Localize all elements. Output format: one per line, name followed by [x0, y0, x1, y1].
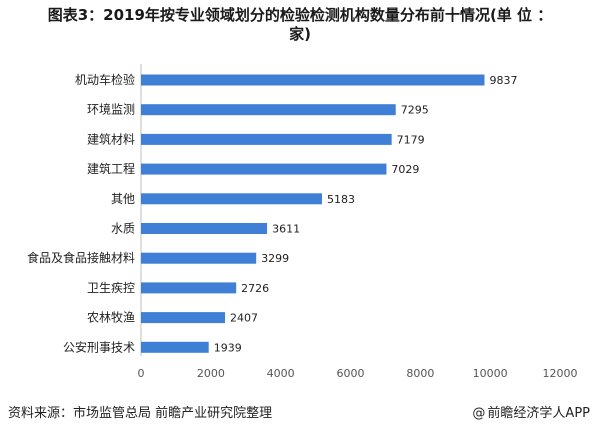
at-symbol: @	[472, 406, 486, 421]
category-label: 建筑材料	[87, 131, 135, 146]
value-label: 7029	[391, 163, 419, 176]
category-label: 机动车检验	[75, 72, 135, 87]
chart-title-line-1: 图表3：2019年按专业领域划分的检验检测机构数量分布前十情况(单 位 ：	[47, 6, 553, 24]
value-label: 1939	[214, 341, 242, 354]
category-label: 卫生疾控	[87, 280, 135, 295]
x-tick-label: 4000	[267, 367, 295, 380]
category-label: 食品及食品接触材料	[27, 250, 135, 265]
x-tick-label: 12000	[543, 367, 578, 380]
x-tick-label: 10000	[473, 367, 508, 380]
category-label: 环境监测	[87, 102, 135, 117]
value-label: 2407	[230, 312, 258, 325]
bar	[141, 252, 257, 264]
x-tick-label: 0	[138, 367, 145, 380]
footer: 资料来源：市场监管总局 前瞻产业研究院整理 @ 前瞻经济学人APP	[0, 400, 600, 422]
category-label: 农林牧渔	[87, 311, 135, 325]
category-label: 水质	[111, 222, 135, 236]
x-tick-label: 2000	[197, 367, 225, 380]
x-tick-label: 6000	[337, 367, 365, 380]
bar	[141, 133, 392, 145]
value-label: 7295	[401, 104, 429, 117]
value-label: 7179	[397, 133, 425, 146]
value-label: 2726	[241, 282, 269, 295]
bar	[141, 282, 237, 294]
value-label: 3611	[272, 223, 300, 236]
value-label: 5183	[327, 193, 355, 206]
chart-title-line-2: 家)	[289, 25, 311, 43]
x-tick-label: 8000	[406, 367, 434, 380]
brand-name: 前瞻经济学人APP	[487, 406, 590, 421]
chart-title: 图表3：2019年按专业领域划分的检验检测机构数量分布前十情况(单 位 ： 家)	[0, 6, 600, 44]
category-label: 其他	[111, 192, 135, 206]
source-note: 资料来源：市场监管总局 前瞻产业研究院整理	[8, 406, 273, 421]
brand-credit: @ 前瞻经济学人APP	[472, 402, 590, 421]
bar	[141, 104, 396, 116]
value-label: 3299	[261, 252, 289, 265]
category-label: 公安刑事技术	[63, 339, 135, 354]
bar	[141, 341, 209, 353]
bar	[141, 223, 268, 234]
bar	[141, 312, 226, 324]
bar	[141, 163, 387, 175]
bar	[141, 74, 485, 86]
bar	[141, 193, 322, 205]
value-label: 9837	[489, 74, 517, 87]
category-label: 建筑工程	[87, 161, 135, 176]
